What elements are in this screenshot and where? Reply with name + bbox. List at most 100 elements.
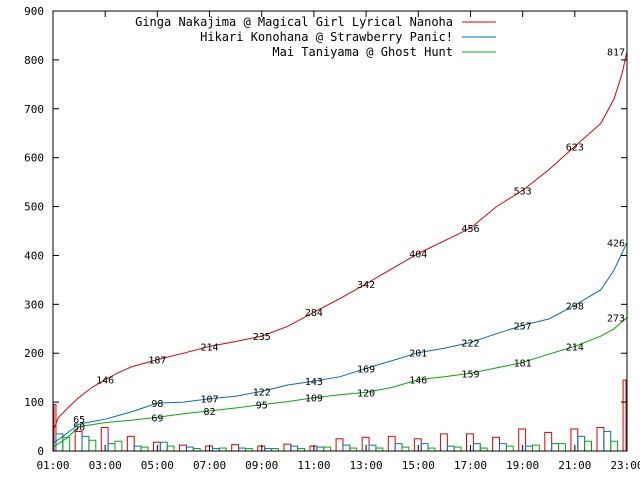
series-line <box>52 242 628 445</box>
y-tick-label: 100 <box>24 396 44 409</box>
hourly-bar <box>179 444 187 452</box>
hourly-bar <box>368 444 377 452</box>
data-label: 120 <box>357 388 375 399</box>
cumulative-lines <box>52 51 628 448</box>
hourly-bar <box>525 445 533 452</box>
hourly-bar <box>107 443 116 452</box>
hourly-bar <box>126 435 135 452</box>
y-tick-label: 500 <box>24 201 44 214</box>
y-tick-label: 900 <box>24 5 44 18</box>
hourly-bar <box>316 446 325 452</box>
hourly-bar <box>577 435 586 452</box>
data-label: 298 <box>566 301 584 312</box>
x-axis-tick-labels: 01:00 03:00 05:00 07:00 09:00 11:00 13:00 15:00… <box>36 459 640 472</box>
hourly-bar <box>133 445 142 452</box>
x-tick-label: 05:00 <box>141 459 174 472</box>
hourly-bar <box>88 439 97 452</box>
data-label: 222 <box>461 338 479 349</box>
hourly-bar <box>439 433 448 452</box>
hourly-bar <box>558 443 566 452</box>
hourly-bar <box>290 445 299 452</box>
hourly-bar <box>610 440 619 452</box>
hourly-bar <box>140 446 149 452</box>
data-label: 95 <box>256 401 268 412</box>
data-label: 817 <box>607 48 625 59</box>
data-label: 98 <box>151 399 163 410</box>
hourly-bar <box>114 440 123 452</box>
y-tick-label: 0 <box>37 445 44 458</box>
hourly-bar <box>166 445 175 452</box>
y-tick-label: 700 <box>24 103 44 116</box>
data-label: 122 <box>253 387 271 398</box>
data-label: 146 <box>96 376 114 387</box>
data-label: 214 <box>201 342 219 353</box>
hourly-bar <box>62 436 71 452</box>
x-tick-label: 17:00 <box>454 459 487 472</box>
data-label: 235 <box>253 332 271 343</box>
data-label: 284 <box>305 308 323 319</box>
hourly-bars <box>53 379 627 452</box>
data-label: 273 <box>607 314 625 325</box>
hourly-bar <box>596 427 605 452</box>
plot-frame <box>52 10 628 452</box>
hourly-bar <box>185 446 194 452</box>
hourly-bar <box>584 440 593 452</box>
hourly-bar <box>231 444 240 452</box>
legend-entry-label: Ginga Nakajima @ Magical Girl Lyrical Na… <box>135 15 453 29</box>
hourly-bar <box>551 443 560 452</box>
data-label: 404 <box>409 249 427 260</box>
hourly-bar <box>387 435 396 452</box>
series-line <box>52 317 628 448</box>
hourly-bar <box>323 446 332 452</box>
data-label: 143 <box>305 377 323 388</box>
data-label: 109 <box>305 394 323 405</box>
x-tick-label: 21:00 <box>558 459 591 472</box>
data-label: 201 <box>409 349 427 360</box>
hourly-bar <box>420 443 429 452</box>
hourly-bar <box>335 438 344 452</box>
x-tick-label: 13:00 <box>350 459 383 472</box>
data-label: 82 <box>204 407 216 418</box>
hourly-bar <box>544 431 553 452</box>
hourly-bar <box>472 443 481 452</box>
axis-ticks <box>52 10 628 452</box>
data-label: 342 <box>357 280 375 291</box>
hourly-bar <box>603 430 612 452</box>
data-label: 187 <box>148 356 166 367</box>
data-labels: 146 187 214 235 284 342 404 456 533 623 817 65 98 107… <box>73 48 625 434</box>
hourly-bar <box>342 444 351 452</box>
hourly-bar <box>492 436 500 452</box>
hourly-bar <box>498 443 507 452</box>
hourly-bar <box>446 445 455 452</box>
x-tick-label: 01:00 <box>36 459 69 472</box>
x-tick-label: 09:00 <box>245 459 278 472</box>
data-label: 169 <box>357 364 375 375</box>
y-tick-label: 800 <box>24 54 44 67</box>
data-label: 214 <box>566 342 584 353</box>
x-tick-label: 19:00 <box>506 459 539 472</box>
data-label: 426 <box>607 239 625 250</box>
legend-entry-label: Mai Taniyama @ Ghost Hunt <box>272 45 453 59</box>
x-tick-label: 23:00 <box>610 459 640 472</box>
hourly-bar <box>401 446 410 452</box>
data-label: 107 <box>201 395 219 406</box>
hourly-bar <box>74 430 83 452</box>
x-tick-label: 03:00 <box>89 459 122 472</box>
x-tick-label: 11:00 <box>297 459 330 472</box>
hourly-bar <box>159 441 168 452</box>
hourly-bar <box>453 446 462 452</box>
data-label: 50 <box>73 423 85 434</box>
x-tick-label: 07:00 <box>193 459 226 472</box>
data-label: 181 <box>514 359 532 370</box>
data-label: 146 <box>409 376 427 387</box>
hourly-bar <box>394 443 403 452</box>
x-tick-label: 15:00 <box>402 459 435 472</box>
y-tick-label: 300 <box>24 298 44 311</box>
data-label: 65 <box>73 415 85 426</box>
y-tick-label: 200 <box>24 347 44 360</box>
data-label: 533 <box>514 186 532 197</box>
legend: Ginga Nakajima @ Magical Girl Lyrical Na… <box>135 15 496 59</box>
data-label: 257 <box>514 321 532 332</box>
hourly-bar <box>81 435 90 452</box>
